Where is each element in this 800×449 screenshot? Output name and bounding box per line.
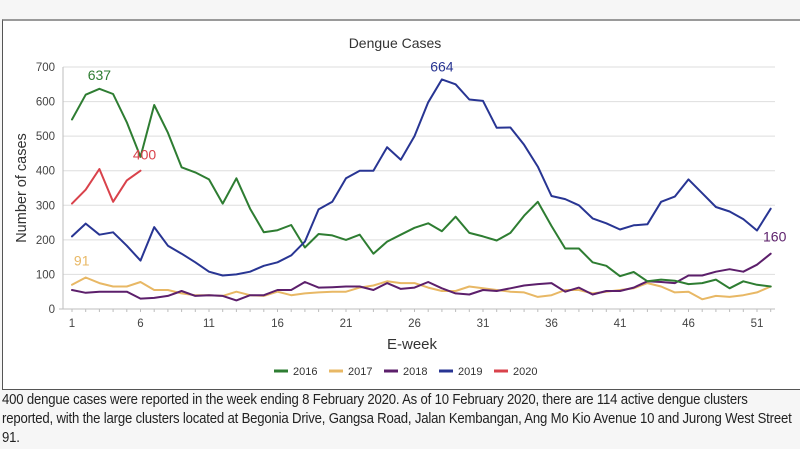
legend-label-2017: 2017 <box>348 366 372 378</box>
x-tick-label: 6 <box>137 318 143 330</box>
y-tick-label: 100 <box>36 269 55 281</box>
series-line-2016 <box>71 87 772 290</box>
y-tick-label: 200 <box>36 235 55 247</box>
annotation-2020: 400 <box>133 147 157 163</box>
legend-label-2019: 2019 <box>458 366 482 378</box>
legend-label-2018: 2018 <box>403 366 427 378</box>
x-tick-label: 1 <box>69 318 75 330</box>
series-lines <box>71 78 772 302</box>
legend: 2016 2017 2018 2019 2020 <box>274 366 537 378</box>
legend-label-2016: 2016 <box>293 366 317 378</box>
caption-text: 400 dengue cases were reported in the we… <box>2 392 792 446</box>
x-tick-label: 51 <box>751 318 764 330</box>
y-tick-label: 600 <box>36 97 55 109</box>
x-tick-label: 11 <box>203 318 215 330</box>
x-tick-label: 26 <box>408 318 421 330</box>
y-tick-label: 0 <box>49 304 55 316</box>
y-tick-label: 500 <box>36 131 55 143</box>
x-tick-label: 36 <box>545 318 558 330</box>
chart-container <box>2 19 800 390</box>
series-line-2020 <box>71 168 142 205</box>
chart-title: Dengue Cases <box>349 35 442 51</box>
x-tick-label: 16 <box>271 318 284 330</box>
annotation-2016: 637 <box>88 67 112 83</box>
series-line-2019 <box>71 78 772 277</box>
x-tick-label: 41 <box>614 318 627 330</box>
y-tick-label: 300 <box>36 200 55 212</box>
y-axis-label: Number of cases <box>14 133 30 243</box>
data-annotations: 637 91 160 664 400 <box>74 58 787 268</box>
y-tick-label: 700 <box>36 62 55 74</box>
annotation-2018: 160 <box>763 229 787 245</box>
gridlines <box>63 66 775 275</box>
legend-label-2020: 2020 <box>513 366 537 378</box>
x-tick-label: 46 <box>682 318 695 330</box>
x-axis-label: E-week <box>387 336 438 353</box>
annotation-2019: 664 <box>430 58 454 74</box>
x-tick-label: 21 <box>340 318 353 330</box>
annotation-2017: 91 <box>74 253 90 269</box>
y-tick-label: 400 <box>36 166 55 178</box>
x-tick-label: 31 <box>477 318 490 330</box>
series-line-2018 <box>71 252 772 302</box>
